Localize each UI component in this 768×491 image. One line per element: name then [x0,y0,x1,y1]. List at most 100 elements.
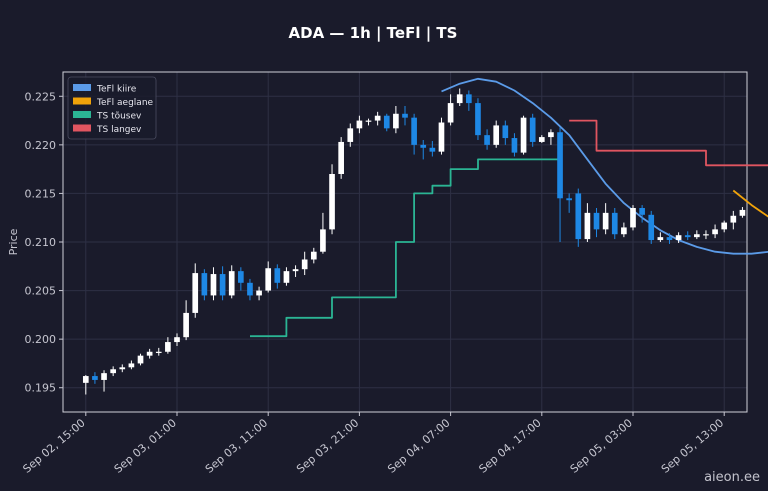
series-line-tefl-aeglane [732,189,768,218]
candle-body [584,212,591,240]
candle-body [383,115,390,129]
candle [584,203,591,242]
candle-body [602,212,609,230]
candle-body [310,251,317,260]
candle-body [438,122,445,152]
candle [201,269,208,301]
candle-body [110,369,116,374]
candle [283,267,290,286]
candle-body [155,351,162,353]
candle [429,140,436,157]
candle [666,233,673,244]
candle-body [648,214,655,241]
candle [356,115,363,134]
y-tick-label: 0.220 [25,139,57,152]
series-line-ts-tõusev [250,158,560,338]
candle [420,140,427,160]
candle [675,232,682,243]
candle-body [393,113,399,129]
candle [466,90,472,111]
candle-body [292,269,299,272]
candle-body [511,138,518,153]
x-tick-label: Sep 05, 13:00 [659,416,726,475]
candle-body [484,135,490,145]
legend-swatch [73,124,91,132]
candle-body [493,125,500,145]
y-tick-label: 0.200 [25,333,57,346]
candle-body [301,259,308,270]
candle [101,370,107,392]
candle-body [739,209,746,216]
series-line-ts-langev [569,119,768,167]
candle-body [402,113,408,118]
candle-body [347,128,354,142]
candle-body [593,212,600,230]
x-tick-label: Sep 04, 17:00 [476,416,543,475]
candle [712,224,718,239]
candle [575,188,582,247]
candle [365,118,372,126]
y-tick-label: 0.210 [25,236,57,249]
candle [183,300,189,341]
legend-swatch [73,97,91,105]
candle-body [329,174,335,230]
candle [292,265,299,277]
candle-body [538,137,545,142]
candle [393,106,399,134]
candle [438,117,445,155]
candle-body [502,125,509,139]
y-axis-ticks: 0.195 0.200 0.205 0.210 0.215 0.220 0.225 [25,90,63,395]
candle [538,135,545,143]
candle-body [630,208,636,228]
candle [192,263,199,318]
candle-body [657,237,664,241]
legend-box [67,76,157,140]
candle [447,94,454,126]
candle-body [183,312,189,338]
candle-body [274,268,281,283]
legend-label: TeFl aeglane [96,98,154,108]
candle [228,265,235,299]
candle [374,111,381,126]
candle-body [165,342,171,352]
candle [648,210,655,244]
candle [110,366,116,377]
candle-body [174,337,180,343]
plot-area [62,71,768,413]
y-tick-label: 0.225 [25,90,57,103]
candle [630,205,636,231]
candle [611,208,618,240]
candle [274,264,281,289]
indicator-lines [250,77,768,338]
candle-body [247,282,253,296]
legend-swatch [73,84,91,91]
candle [165,337,171,354]
candle-body [548,132,554,138]
x-tick-label: Sep 03, 01:00 [112,416,179,475]
candle [502,120,509,145]
candle-body [529,117,536,142]
candle-body [265,268,272,291]
candle-body [475,103,481,136]
candle-body [575,193,582,240]
candle-body [101,373,107,380]
candle-body [447,103,454,123]
candle-body [228,271,235,296]
candle-body [566,198,572,201]
legend-label: TS tõusev [96,112,142,122]
x-tick-label: Sep 03, 21:00 [294,416,361,475]
candle-body [557,132,563,199]
candle [602,203,609,235]
candle-body [694,234,700,238]
candle [92,372,98,384]
candle [402,106,408,126]
candle-body [684,235,691,238]
y-tick-label: 0.195 [25,382,57,395]
y-axis-label: Price [7,228,20,255]
candle [146,348,153,359]
candle-body [456,94,463,104]
candle-body [92,376,98,380]
candle [593,208,600,238]
candle-body [365,120,372,122]
